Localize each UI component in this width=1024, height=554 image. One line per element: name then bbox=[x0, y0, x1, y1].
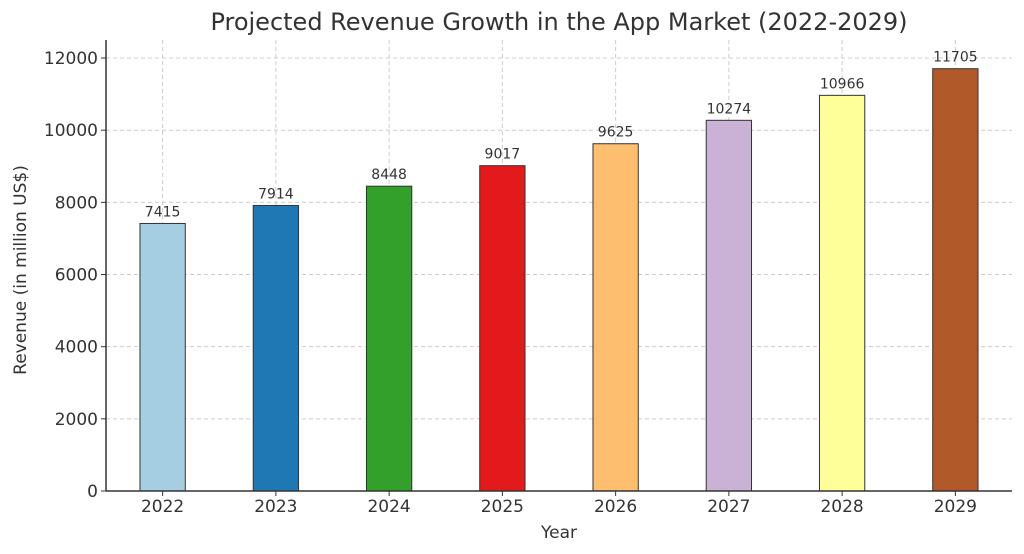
bar-2025 bbox=[479, 165, 526, 492]
data-label-2027: 10274 bbox=[707, 101, 752, 117]
bar-layer bbox=[139, 68, 979, 492]
data-label-layer: 7415 7914 8448 9017 9625 10274 10966 11705 bbox=[145, 50, 978, 221]
x-tick-label-2023: 2023 bbox=[254, 497, 297, 517]
data-label-2025: 9017 bbox=[485, 147, 521, 163]
x-tick-label-2027: 2027 bbox=[707, 497, 750, 517]
bar-2029 bbox=[932, 68, 979, 492]
data-label-2029: 11705 bbox=[933, 50, 978, 66]
x-tick-label-2029: 2029 bbox=[934, 497, 977, 517]
y-axis-label: Revenue (in million US$) bbox=[11, 165, 31, 375]
y-tick-label: 6000 bbox=[55, 266, 98, 286]
y-tick-label: 8000 bbox=[55, 193, 98, 213]
bar-2022 bbox=[139, 222, 186, 492]
bar-2028 bbox=[818, 94, 866, 492]
data-label-2028: 10966 bbox=[820, 76, 865, 92]
data-label-2022: 7415 bbox=[145, 204, 181, 220]
y-tick-label: 12000 bbox=[44, 49, 98, 69]
bar-2024 bbox=[365, 185, 413, 492]
y-tick-label: 4000 bbox=[55, 338, 98, 358]
data-label-2023: 7914 bbox=[258, 186, 294, 202]
grid-layer bbox=[106, 40, 1012, 492]
x-tick-label-2028: 2028 bbox=[820, 497, 863, 517]
x-tick-label-2024: 2024 bbox=[367, 497, 410, 517]
axis-layer: 0 2000 4000 6000 8000 10000 12000 2022 2023 2024 2… bbox=[44, 40, 1012, 517]
bar-2027 bbox=[705, 119, 753, 492]
y-tick-label: 2000 bbox=[55, 410, 98, 430]
x-axis-label: Year bbox=[540, 523, 577, 543]
data-label-2026: 9625 bbox=[598, 125, 634, 141]
y-tick-label: 10000 bbox=[44, 121, 98, 141]
bar-2026 bbox=[592, 143, 639, 492]
y-tick-label: 0 bbox=[87, 482, 98, 502]
x-tick-label-2026: 2026 bbox=[594, 497, 637, 517]
x-tick-label-2022: 2022 bbox=[141, 497, 184, 517]
x-tick-label-2025: 2025 bbox=[481, 497, 524, 517]
data-label-2024: 8448 bbox=[371, 167, 407, 183]
bar-2023 bbox=[252, 204, 300, 492]
chart-title: Projected Revenue Growth in the App Mark… bbox=[210, 8, 907, 36]
